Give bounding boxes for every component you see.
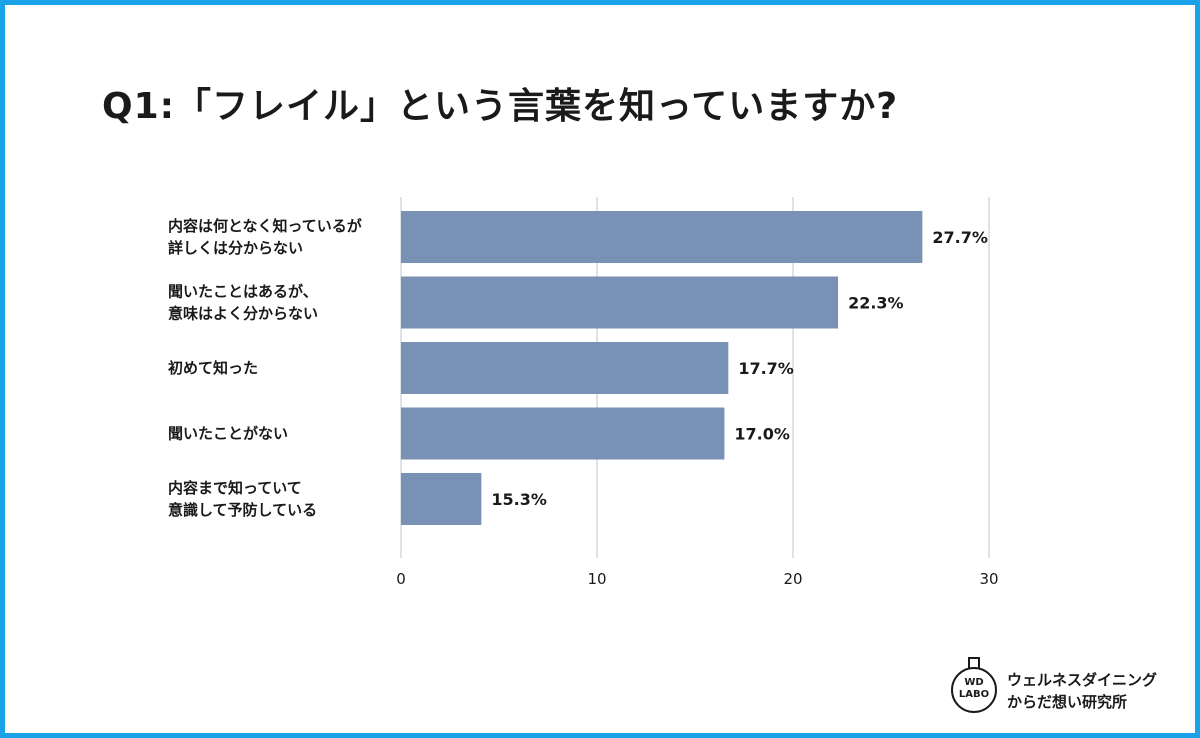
value-label: 22.3% (848, 294, 904, 313)
category-label: 詳しくは分からない (168, 239, 303, 257)
value-label: 17.7% (738, 359, 794, 378)
x-tick-label: 0 (396, 570, 406, 588)
value-label: 15.3% (491, 490, 547, 509)
bar (401, 473, 482, 525)
x-tick-label: 20 (783, 570, 802, 588)
value-label: 17.0% (734, 425, 790, 444)
wd-labo-logo: WD LABO ウェルネスダイニング からだ想い研究所 (951, 655, 1166, 715)
logo-mark-line2: LABO (958, 689, 990, 700)
category-label: 内容まで知っていて (168, 479, 302, 497)
value-label: 27.7% (932, 228, 988, 247)
category-label: 内容は何となく知っているが (168, 217, 363, 235)
bar (401, 276, 839, 329)
category-label: 聞いたことがない (168, 425, 288, 443)
flask-icon (968, 657, 980, 669)
logo-text-line2: からだ想い研究所 (1007, 693, 1128, 711)
bar (401, 211, 923, 263)
category-label: 初めて知った (168, 359, 258, 377)
category-label: 意識して予防している (168, 501, 317, 519)
logo-circle (951, 667, 997, 713)
logo-text-line1: ウェルネスダイニング (1007, 671, 1158, 689)
logo-text: ウェルネスダイニング からだ想い研究所 (1007, 669, 1157, 713)
chart-title: Q1:「フレイル」という言葉を知っていますか? (102, 86, 899, 127)
bar (401, 342, 729, 394)
bar (401, 407, 725, 460)
category-label: 聞いたことはあるが、 (168, 283, 318, 301)
logo-mark: WD LABO (951, 677, 997, 701)
logo-mark-line1: WD (964, 677, 984, 688)
x-tick-label: 10 (587, 570, 606, 588)
x-tick-label: 30 (979, 570, 998, 588)
category-label: 意味はよく分からない (168, 305, 318, 323)
